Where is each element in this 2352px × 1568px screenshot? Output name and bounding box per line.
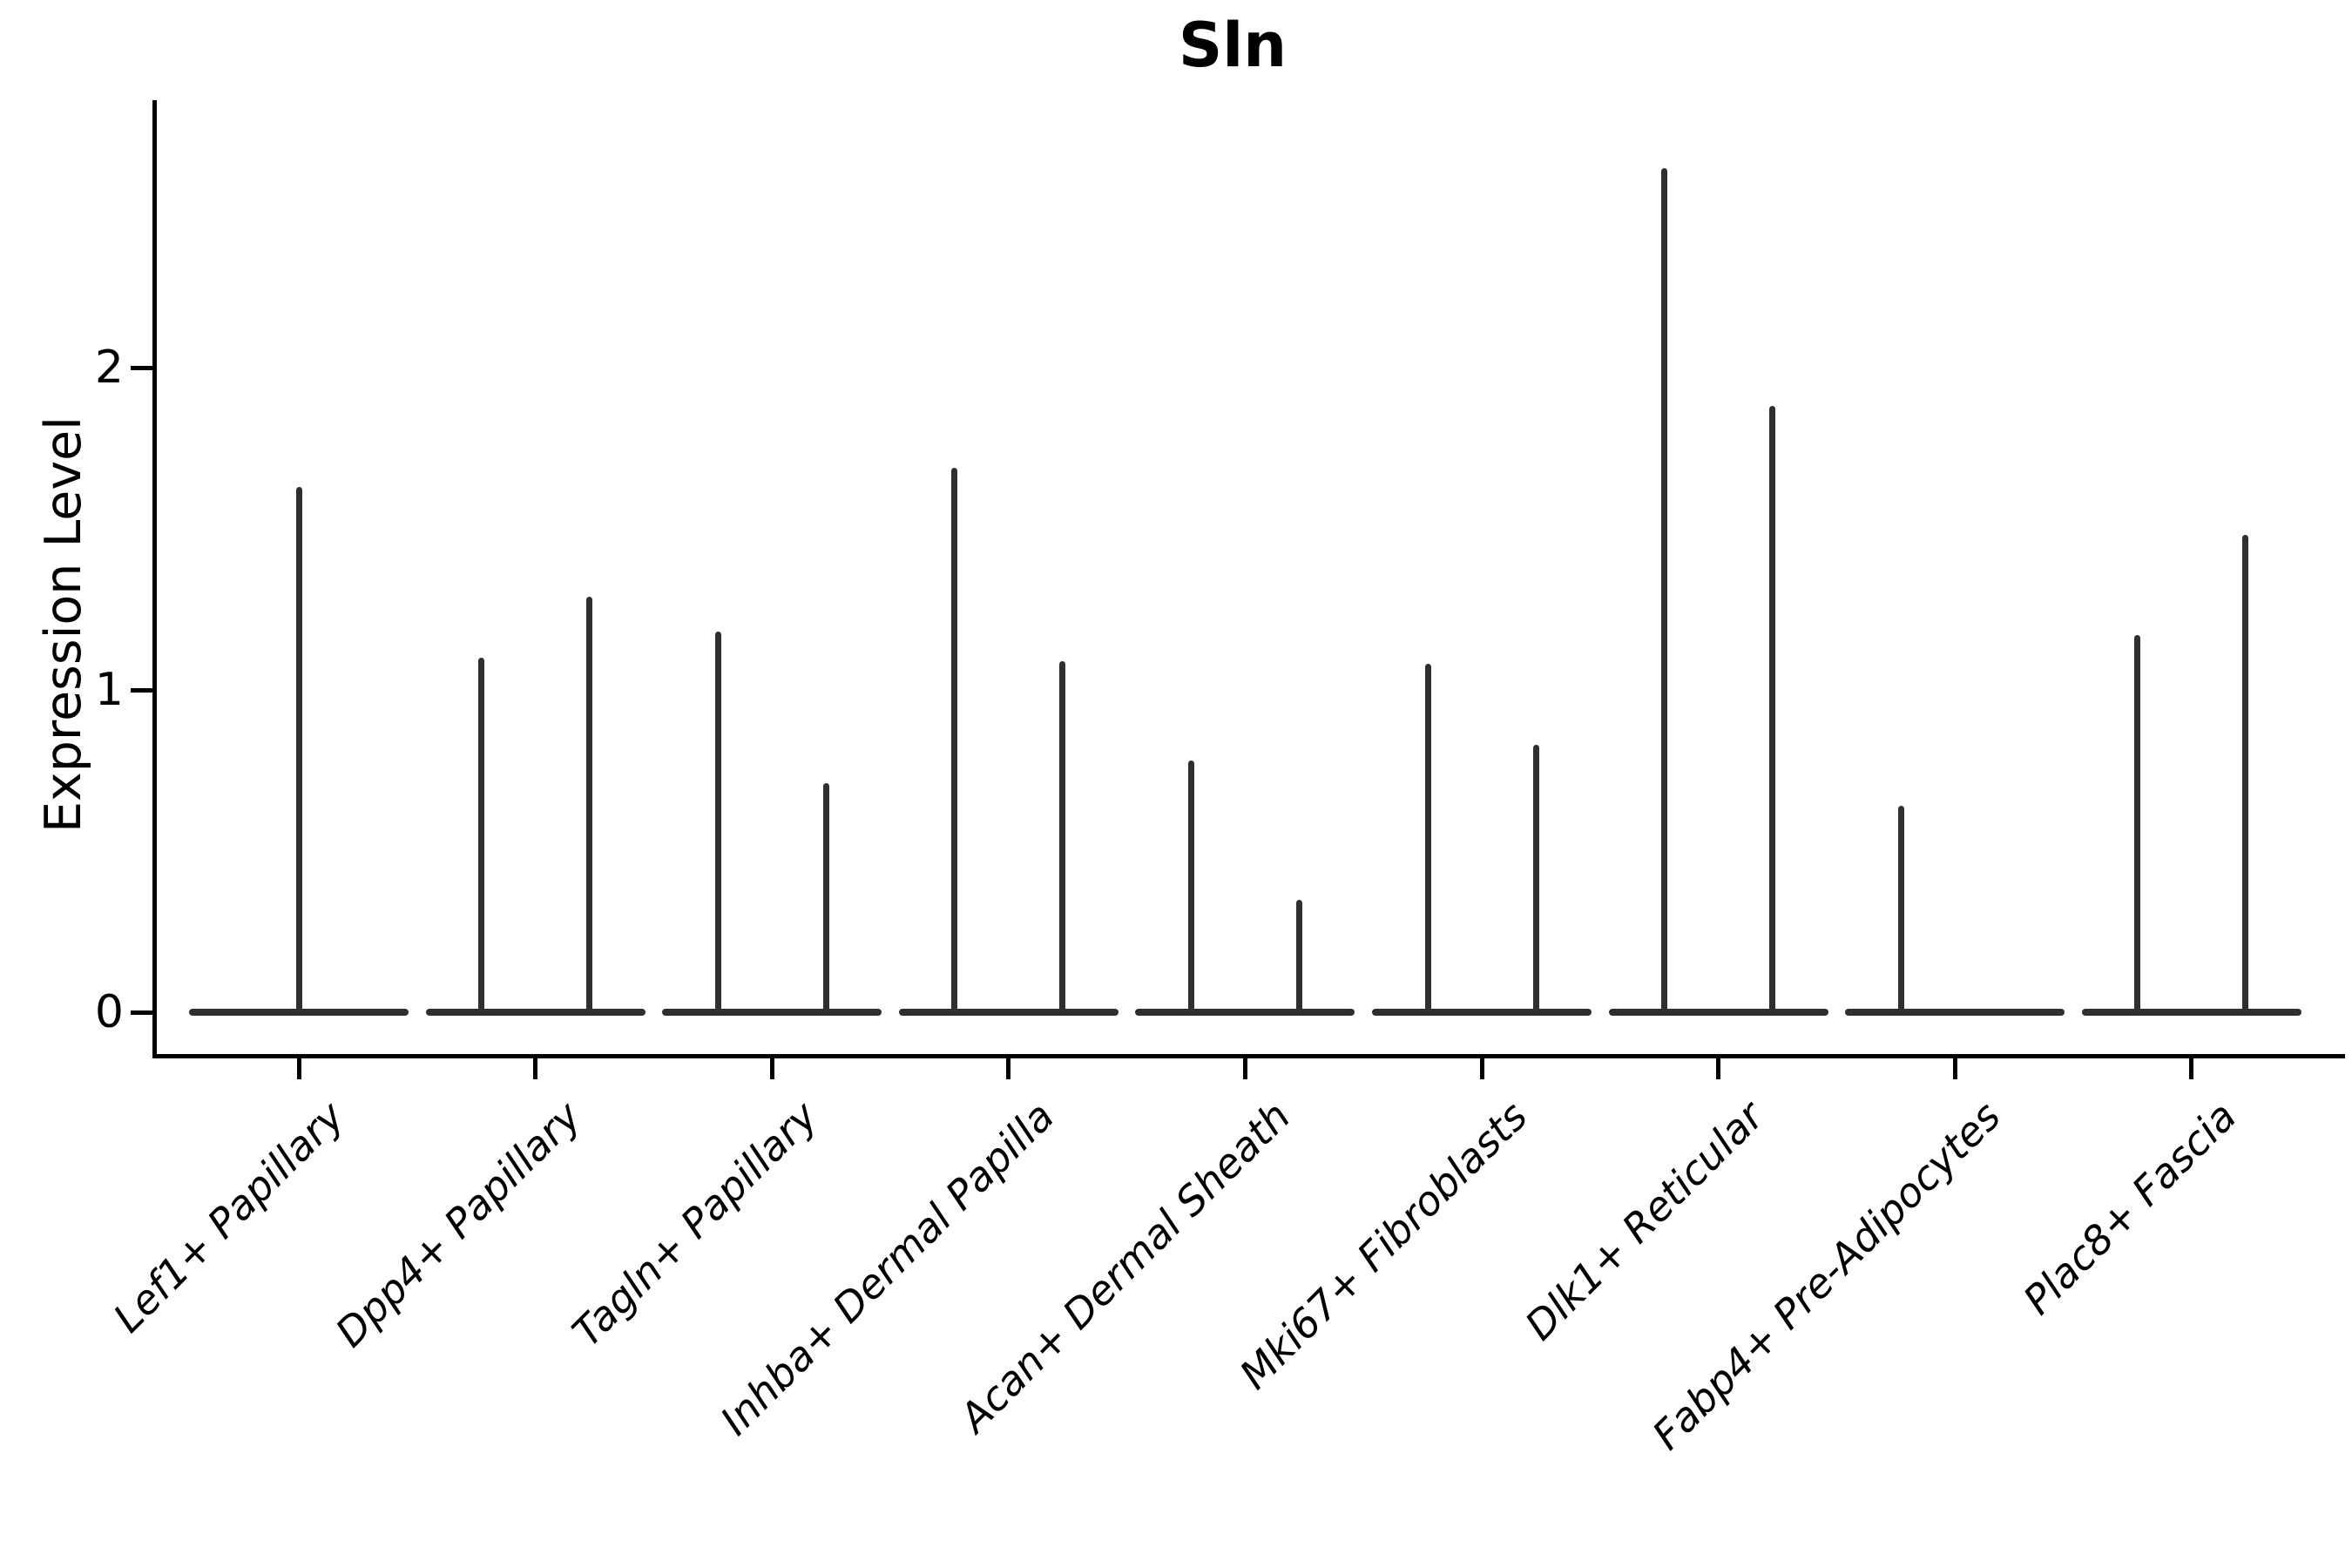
x-tick-label: Dpp4+ Papillary [326, 1092, 590, 1356]
x-tick [2189, 1058, 2194, 1079]
violin-spike [2134, 635, 2141, 1016]
violin-spike [1661, 167, 1668, 1016]
violin-spike [951, 467, 958, 1016]
y-axis-spine [152, 100, 157, 1058]
violin-spike [714, 632, 721, 1016]
x-tick-label: Dlk1+ Reticular [1516, 1092, 1773, 1349]
y-tick-label: 0 [94, 986, 124, 1038]
violin-base [425, 1009, 645, 1016]
x-tick-label: Plac8+ Fascia [2014, 1092, 2246, 1324]
violin-spike [1059, 660, 1066, 1016]
y-tick-label: 2 [94, 341, 124, 394]
violin-base [1845, 1009, 2065, 1016]
x-axis-spine [152, 1054, 2345, 1058]
violin-base [898, 1009, 1119, 1016]
violin-spike [586, 596, 593, 1016]
violin-spike [822, 783, 829, 1016]
x-tick [769, 1058, 774, 1079]
violin-base [1372, 1009, 1592, 1016]
violin-base [662, 1009, 882, 1016]
violin-spike [1187, 760, 1194, 1016]
y-tick-label: 1 [94, 664, 124, 716]
x-tick [1242, 1058, 1247, 1079]
violin-spike [1897, 806, 1904, 1016]
y-tick [131, 365, 153, 370]
x-tick-label: Tagln+ Papillary [563, 1092, 827, 1356]
x-tick [1716, 1058, 1721, 1079]
y-axis-label: Expression Level [35, 416, 92, 833]
violin-spike [295, 486, 302, 1016]
violin-base [1135, 1009, 1355, 1016]
y-tick [131, 687, 153, 693]
x-tick [1006, 1058, 1011, 1079]
violin-spike [2242, 535, 2249, 1016]
violin-base [2081, 1009, 2301, 1016]
violin-spike [1532, 744, 1539, 1016]
x-tick [1952, 1058, 1957, 1079]
violin-spike [1424, 664, 1431, 1016]
x-tick [1479, 1058, 1484, 1079]
x-tick [296, 1058, 301, 1079]
x-tick [533, 1058, 538, 1079]
violin-spike [478, 658, 485, 1016]
violin-spike [1769, 406, 1776, 1016]
chart-title: Sln [1178, 10, 1288, 81]
violin-base [1608, 1009, 1828, 1016]
y-tick [131, 1010, 153, 1015]
x-tick-label: Lef1+ Papillary [104, 1092, 354, 1342]
violin-spike [1295, 899, 1302, 1016]
